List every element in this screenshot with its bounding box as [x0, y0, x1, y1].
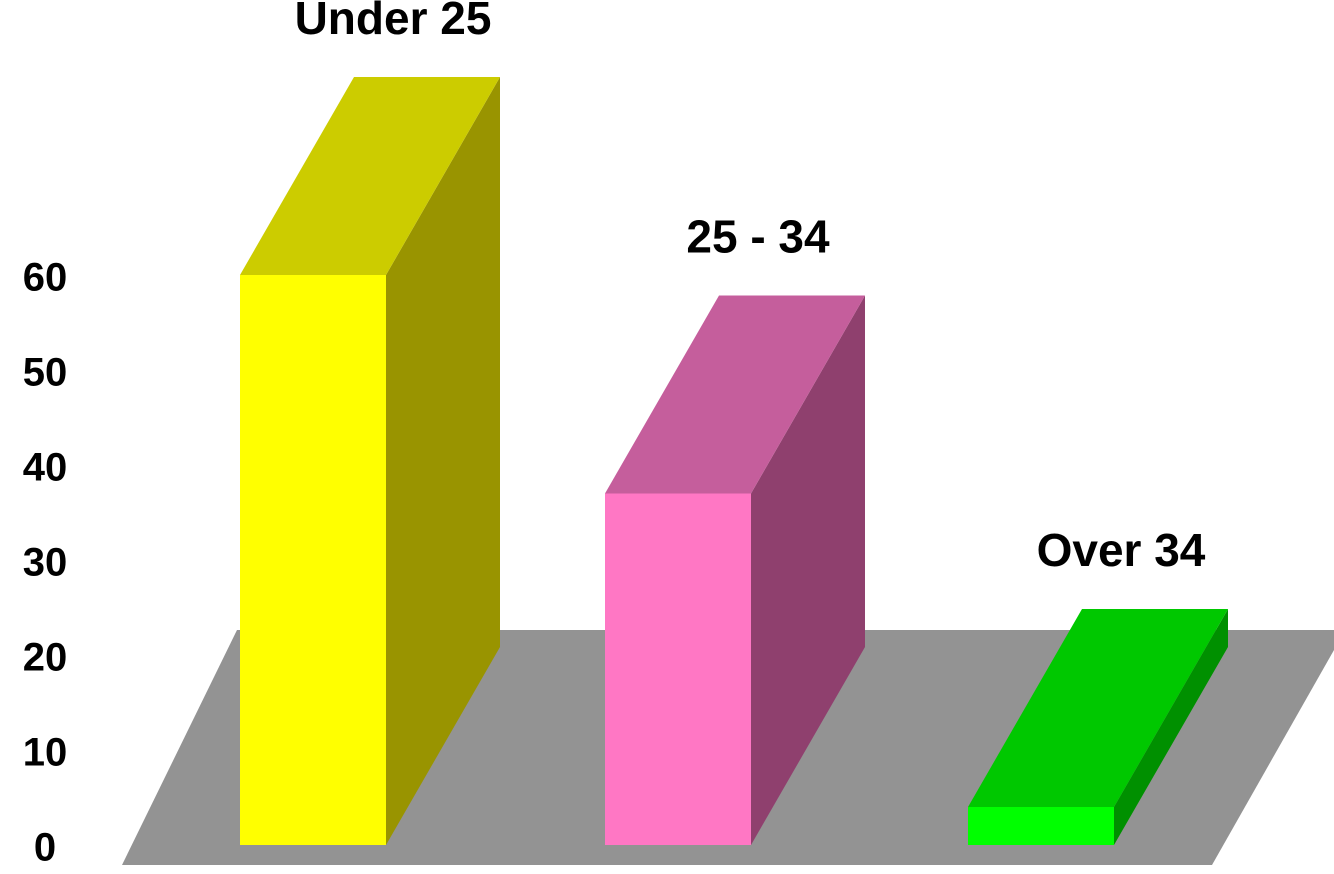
bar-top — [968, 609, 1228, 807]
bar — [968, 807, 1114, 845]
y-tick-label: 30 — [23, 541, 68, 585]
bar-top — [240, 77, 500, 275]
bar-side — [386, 77, 500, 845]
category-label: 25 - 34 — [686, 211, 830, 263]
y-tick-label: 0 — [34, 826, 56, 869]
bar-top — [605, 295, 865, 494]
category-label: Under 25 — [295, 0, 492, 44]
bar — [605, 493, 751, 845]
y-tick-label: 40 — [23, 446, 68, 490]
bar-side — [751, 295, 865, 845]
y-tick-label: 50 — [23, 351, 68, 395]
bar-side — [1114, 609, 1228, 845]
bar — [240, 275, 386, 845]
category-label: Over 34 — [1037, 524, 1206, 576]
y-tick-label: 10 — [23, 731, 68, 775]
y-tick-label: 20 — [23, 636, 68, 680]
y-tick-label: 60 — [23, 256, 68, 300]
